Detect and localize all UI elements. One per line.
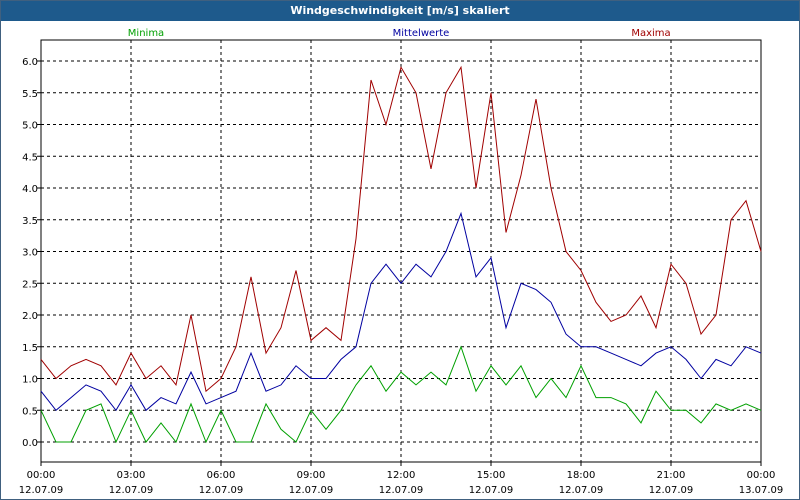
y-tick-label: 0.5 (22, 406, 38, 417)
y-tick-label: 5.0 (22, 121, 38, 132)
x-tick-date: 12.07.09 (289, 485, 334, 496)
x-tick-date: 12.07.09 (379, 485, 424, 496)
x-tick-time: 00:00 (27, 470, 56, 481)
legend-entry-mittelwerte: Mittelwerte (393, 28, 450, 39)
y-tick-label: 4.5 (22, 152, 38, 163)
wind-speed-chart: 0.00.51.01.52.02.53.03.54.04.55.05.56.0 … (19, 28, 784, 496)
y-tick-label: 3.5 (22, 216, 38, 227)
y-axis-ticks: 0.0 0.5 1.0 1.5 2.0 2.5 3.0 3.5 4.0 4.5 5.0 5.5 6.0 (22, 57, 41, 449)
y-tick-label: 3.0 (22, 248, 38, 259)
x-tick-date: 12.07.09 (199, 485, 244, 496)
x-tick-time: 03:00 (117, 470, 146, 481)
x-tick-date: 13.07.09 (739, 485, 784, 496)
y-tick-label: 1.0 (22, 375, 38, 386)
series-lines (40, 65, 762, 444)
x-tick-time: 15:00 (477, 470, 506, 481)
y-tick-label: 2.5 (22, 279, 38, 290)
series-line-minima (40, 345, 762, 444)
y-tick-label: 0.0 (22, 438, 38, 449)
x-tick-date: 12.07.09 (559, 485, 604, 496)
x-tick-time: 18:00 (567, 470, 596, 481)
series-line-maxima (40, 65, 762, 393)
x-tick-time: 09:00 (297, 470, 326, 481)
series-line-mittelwerte (40, 211, 762, 412)
y-tick-label: 5.5 (22, 89, 38, 100)
y-tick-label: 6.0 (22, 57, 38, 68)
x-tick-time: 12:00 (387, 470, 416, 481)
legend-entry-minima: Minima (128, 28, 164, 39)
x-tick-date: 12.07.09 (19, 485, 64, 496)
y-tick-label: 1.5 (22, 343, 38, 354)
x-tick-date: 12.07.09 (109, 485, 154, 496)
y-tick-label: 4.0 (22, 184, 38, 195)
legend: Minima Mittelwerte Maxima (128, 28, 671, 39)
y-tick-label: 2.0 (22, 311, 38, 322)
x-tick-time: 06:00 (207, 470, 236, 481)
x-tick-date: 12.07.09 (469, 485, 514, 496)
legend-entry-maxima: Maxima (631, 28, 670, 39)
x-tick-date: 12.07.09 (649, 485, 694, 496)
x-tick-time: 00:00 (747, 470, 776, 481)
x-axis-ticks: 00:00 12.07.09 03:00 12.07.09 06:00 12.07.09 0… (19, 462, 784, 496)
grid-lines (41, 40, 761, 462)
window-title: Windgeschwindigkeit [m/s] skaliert (1, 1, 799, 21)
x-tick-time: 21:00 (657, 470, 686, 481)
